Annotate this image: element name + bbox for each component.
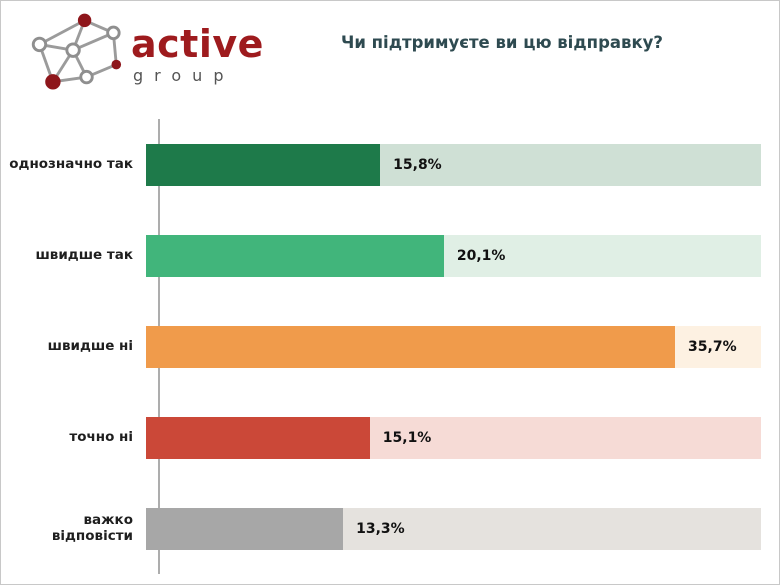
logo-text: active group [131,25,264,84]
bar-fill [146,234,444,277]
logo-brand-text: active [131,22,264,66]
category-label: швидше ні [47,337,133,354]
chart-row: швидше ні 35,7% [1,301,761,392]
category-label: однозначно так [9,155,133,172]
plot-area: 15,8% [146,143,761,186]
bar-track: 13,3% [146,507,761,550]
active-group-logo: active group [27,9,264,99]
network-graph-icon [31,13,122,90]
value-label: 15,1% [382,429,432,446]
chart-row: однозначно так 15,8% [1,119,761,210]
logo-sub-text: group [133,66,235,85]
bar-track: 20,1% [146,234,761,277]
bar-fill [146,325,676,368]
bar-track: 35,7% [146,325,761,368]
bar-chart: однозначно так 15,8% швидше так 20,1% шв… [1,113,779,584]
category-label: важко відповісти [51,511,133,544]
plot-area: 13,3% [146,507,761,550]
category-label: швидше так [35,246,133,263]
bar-fill [146,416,370,459]
chart-title: Чи підтримуєте ви цю відправку? [341,33,663,52]
chart-row: швидше так 20,1% [1,210,761,301]
bar-fill [146,143,381,186]
value-label: 13,3% [356,520,405,537]
bar-track: 15,8% [146,143,761,186]
plot-area: 15,1% [146,416,761,459]
value-label: 15,8% [393,156,442,173]
plot-area: 20,1% [146,234,761,277]
value-label: 35,7% [688,338,737,355]
bar-track: 15,1% [146,416,761,459]
category-label: точно ні [69,428,133,445]
chart-row: важко відповісти 13,3% [1,483,761,574]
value-label: 20,1% [456,247,506,264]
plot-area: 35,7% [146,325,761,368]
bar-fill [146,507,344,550]
chart-row: точно ні 15,1% [1,392,761,483]
